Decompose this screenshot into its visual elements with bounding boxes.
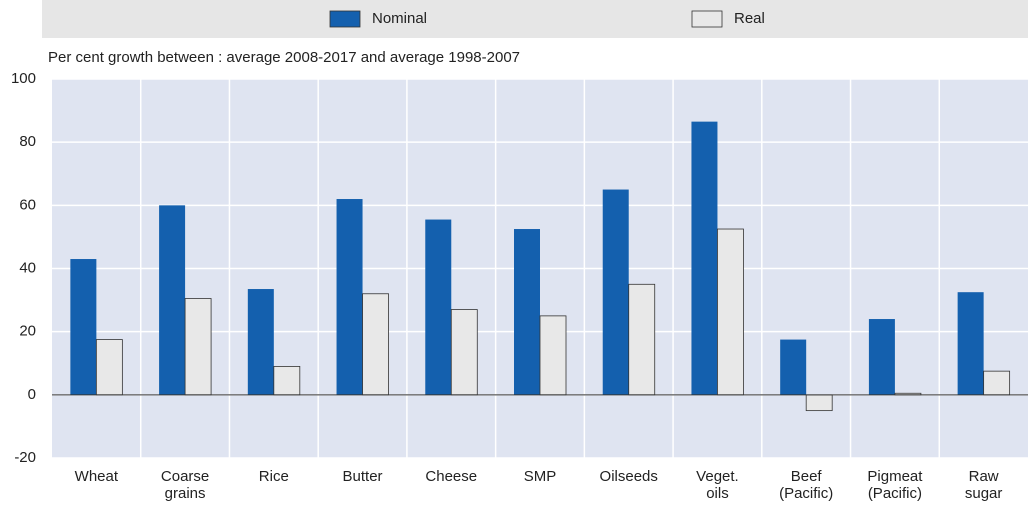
bar <box>602 189 629 395</box>
bar <box>362 293 389 396</box>
chart-subtitle: Per cent growth between : average 2008-2… <box>48 49 520 66</box>
x-tick-label: Butter <box>342 468 383 485</box>
bar <box>425 219 452 395</box>
y-tick-label: 0 <box>28 386 36 403</box>
y-tick-label: -20 <box>14 449 36 466</box>
bar <box>691 121 718 395</box>
y-tick-label: 80 <box>19 133 36 150</box>
bar <box>70 259 97 395</box>
bar <box>450 309 478 396</box>
bar <box>336 199 363 395</box>
bar <box>539 315 567 396</box>
legend-label: Nominal <box>372 10 427 27</box>
x-tick-label: Cheese <box>425 468 478 485</box>
legend-swatch <box>329 10 361 28</box>
legend-label: Real <box>734 10 765 27</box>
x-tick-label: Raw sugar <box>964 468 1003 502</box>
x-tick-label: Veget. oils <box>696 468 739 502</box>
y-tick-label: 40 <box>19 259 36 276</box>
x-tick-label: SMP <box>523 468 557 485</box>
x-tick-label: Oilseeds <box>599 468 658 485</box>
bar <box>957 292 984 395</box>
bar <box>628 283 656 396</box>
bar <box>159 205 186 395</box>
y-tick-label: 100 <box>11 70 36 87</box>
x-tick-label: Pigmeat (Pacific) <box>867 468 923 502</box>
bar <box>780 339 807 395</box>
legend-band <box>42 0 1028 38</box>
bar <box>247 289 274 395</box>
x-tick-label: Wheat <box>74 468 119 485</box>
x-tick-label: Rice <box>258 468 289 485</box>
legend-swatch <box>691 10 723 28</box>
bar <box>868 319 895 395</box>
bar <box>717 228 744 396</box>
bar <box>95 339 123 396</box>
x-tick-label: Coarse grains <box>160 468 210 502</box>
bar <box>273 366 301 396</box>
y-tick-label: 60 <box>19 196 36 213</box>
bar <box>184 298 212 396</box>
bar <box>805 394 833 412</box>
x-tick-label: Beef (Pacific) <box>779 468 834 502</box>
bar <box>514 229 540 395</box>
y-tick-label: 20 <box>19 323 36 340</box>
bar <box>983 370 1011 396</box>
